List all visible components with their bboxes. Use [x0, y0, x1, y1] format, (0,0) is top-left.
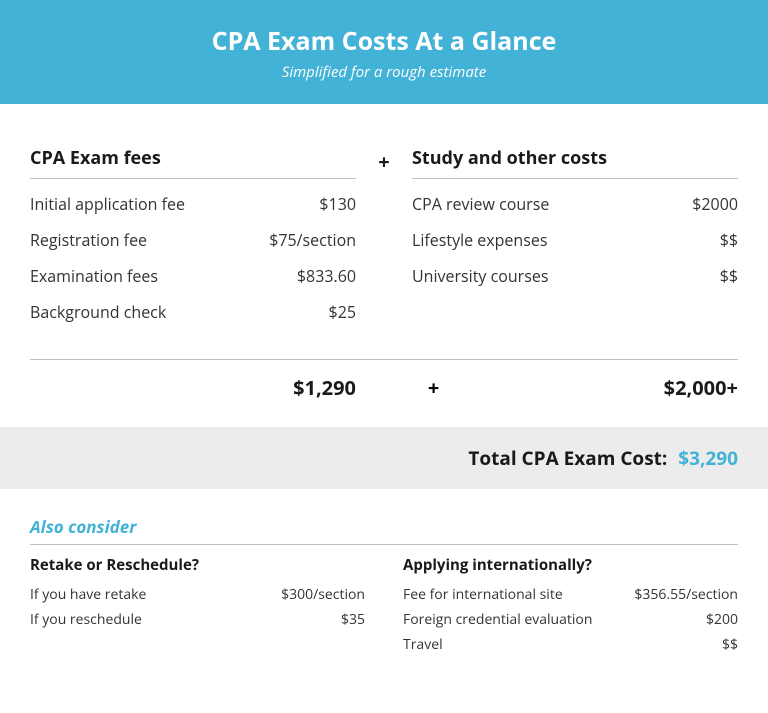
fee-value: $833.60	[297, 265, 356, 287]
exam-fees-column: CPA Exam fees Initial application fee $1…	[30, 146, 384, 337]
fee-value: $25	[329, 301, 356, 323]
retake-column: Retake or Reschedule? If you have retake…	[30, 555, 393, 660]
also-consider: Also consider Retake or Reschedule? If y…	[30, 515, 738, 660]
fee-value: $2000	[692, 193, 738, 215]
fee-label: Background check	[30, 301, 166, 323]
page-title: CPA Exam Costs At a Glance	[0, 24, 768, 58]
fee-label: Lifestyle expenses	[412, 229, 547, 251]
fee-label: Registration fee	[30, 229, 147, 251]
also-heading: Also consider	[30, 515, 738, 545]
fee-label: University courses	[412, 265, 548, 287]
retake-title: Retake or Reschedule?	[30, 555, 365, 575]
fee-value: $130	[319, 193, 356, 215]
also-value: $300/section	[281, 585, 365, 604]
international-column: Applying internationally? Fee for intern…	[393, 555, 738, 660]
also-row: If you reschedule $35	[30, 610, 365, 629]
total-label: Total CPA Exam Cost:	[468, 445, 667, 471]
fee-row: University courses $$	[412, 265, 738, 287]
fee-row: Examination fees $833.60	[30, 265, 356, 287]
fee-label: CPA review course	[412, 193, 549, 215]
also-label: If you have retake	[30, 585, 146, 604]
subtotals: $1,290 + $2,000+	[30, 359, 738, 401]
also-value: $356.55/section	[634, 585, 738, 604]
also-row: Foreign credential evaluation $200	[403, 610, 738, 629]
total-bar: Total CPA Exam Cost: $3,290	[0, 427, 768, 489]
total-value: $3,290	[678, 445, 738, 471]
also-columns: Retake or Reschedule? If you have retake…	[30, 555, 738, 660]
also-label: Fee for international site	[403, 585, 563, 604]
fee-label: Initial application fee	[30, 193, 185, 215]
also-value: $200	[706, 610, 738, 629]
also-label: If you reschedule	[30, 610, 142, 629]
also-label: Travel	[403, 635, 443, 654]
plus-icon: +	[428, 374, 439, 401]
exam-fees-subtotal: $1,290	[30, 374, 384, 401]
content: CPA Exam fees Initial application fee $1…	[0, 104, 768, 660]
fee-row: Background check $25	[30, 301, 356, 323]
fee-row: Lifestyle expenses $$	[412, 229, 738, 251]
also-label: Foreign credential evaluation	[403, 610, 592, 629]
also-value: $35	[341, 610, 365, 629]
international-title: Applying internationally?	[403, 555, 738, 575]
fee-value: $$	[720, 229, 738, 251]
fee-row: Initial application fee $130	[30, 193, 356, 215]
study-costs-column: Study and other costs CPA review course …	[384, 146, 738, 337]
fee-row: CPA review course $2000	[412, 193, 738, 215]
fee-value: $75/section	[269, 229, 356, 251]
fee-value: $$	[720, 265, 738, 287]
header: CPA Exam Costs At a Glance Simplified fo…	[0, 0, 768, 104]
also-value: $$	[722, 635, 738, 654]
also-row: Fee for international site $356.55/secti…	[403, 585, 738, 604]
study-costs-title: Study and other costs	[412, 146, 738, 179]
page-subtitle: Simplified for a rough estimate	[0, 62, 768, 82]
exam-fees-title: CPA Exam fees	[30, 146, 356, 179]
also-row: If you have retake $300/section	[30, 585, 365, 604]
also-row: Travel $$	[403, 635, 738, 654]
fee-row: Registration fee $75/section	[30, 229, 356, 251]
plus-icon: +	[378, 148, 389, 175]
fee-label: Examination fees	[30, 265, 158, 287]
fee-columns: CPA Exam fees Initial application fee $1…	[30, 146, 738, 337]
